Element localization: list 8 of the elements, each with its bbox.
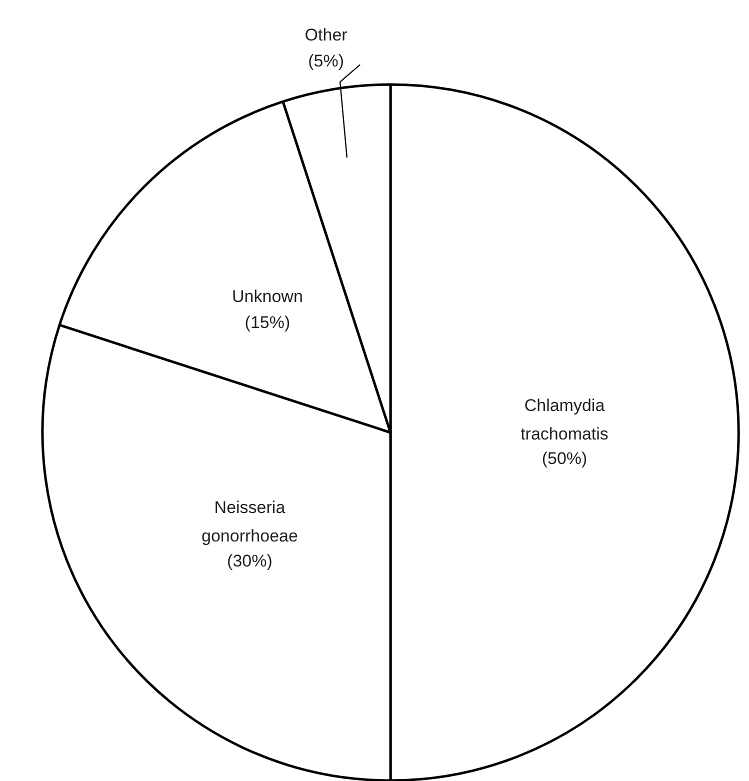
slice-label: Neisseria gonorrhoeae	[202, 498, 298, 546]
data-label: (30%)	[227, 551, 272, 570]
data-label: (50%)	[542, 449, 588, 468]
slice-label: Unknown	[232, 286, 303, 306]
data-label: (15%)	[244, 312, 290, 332]
data-label: (5%)	[308, 51, 344, 70]
slice-label: Other	[304, 25, 348, 44]
slice-label: Chlamydia trachomatis	[520, 396, 608, 444]
